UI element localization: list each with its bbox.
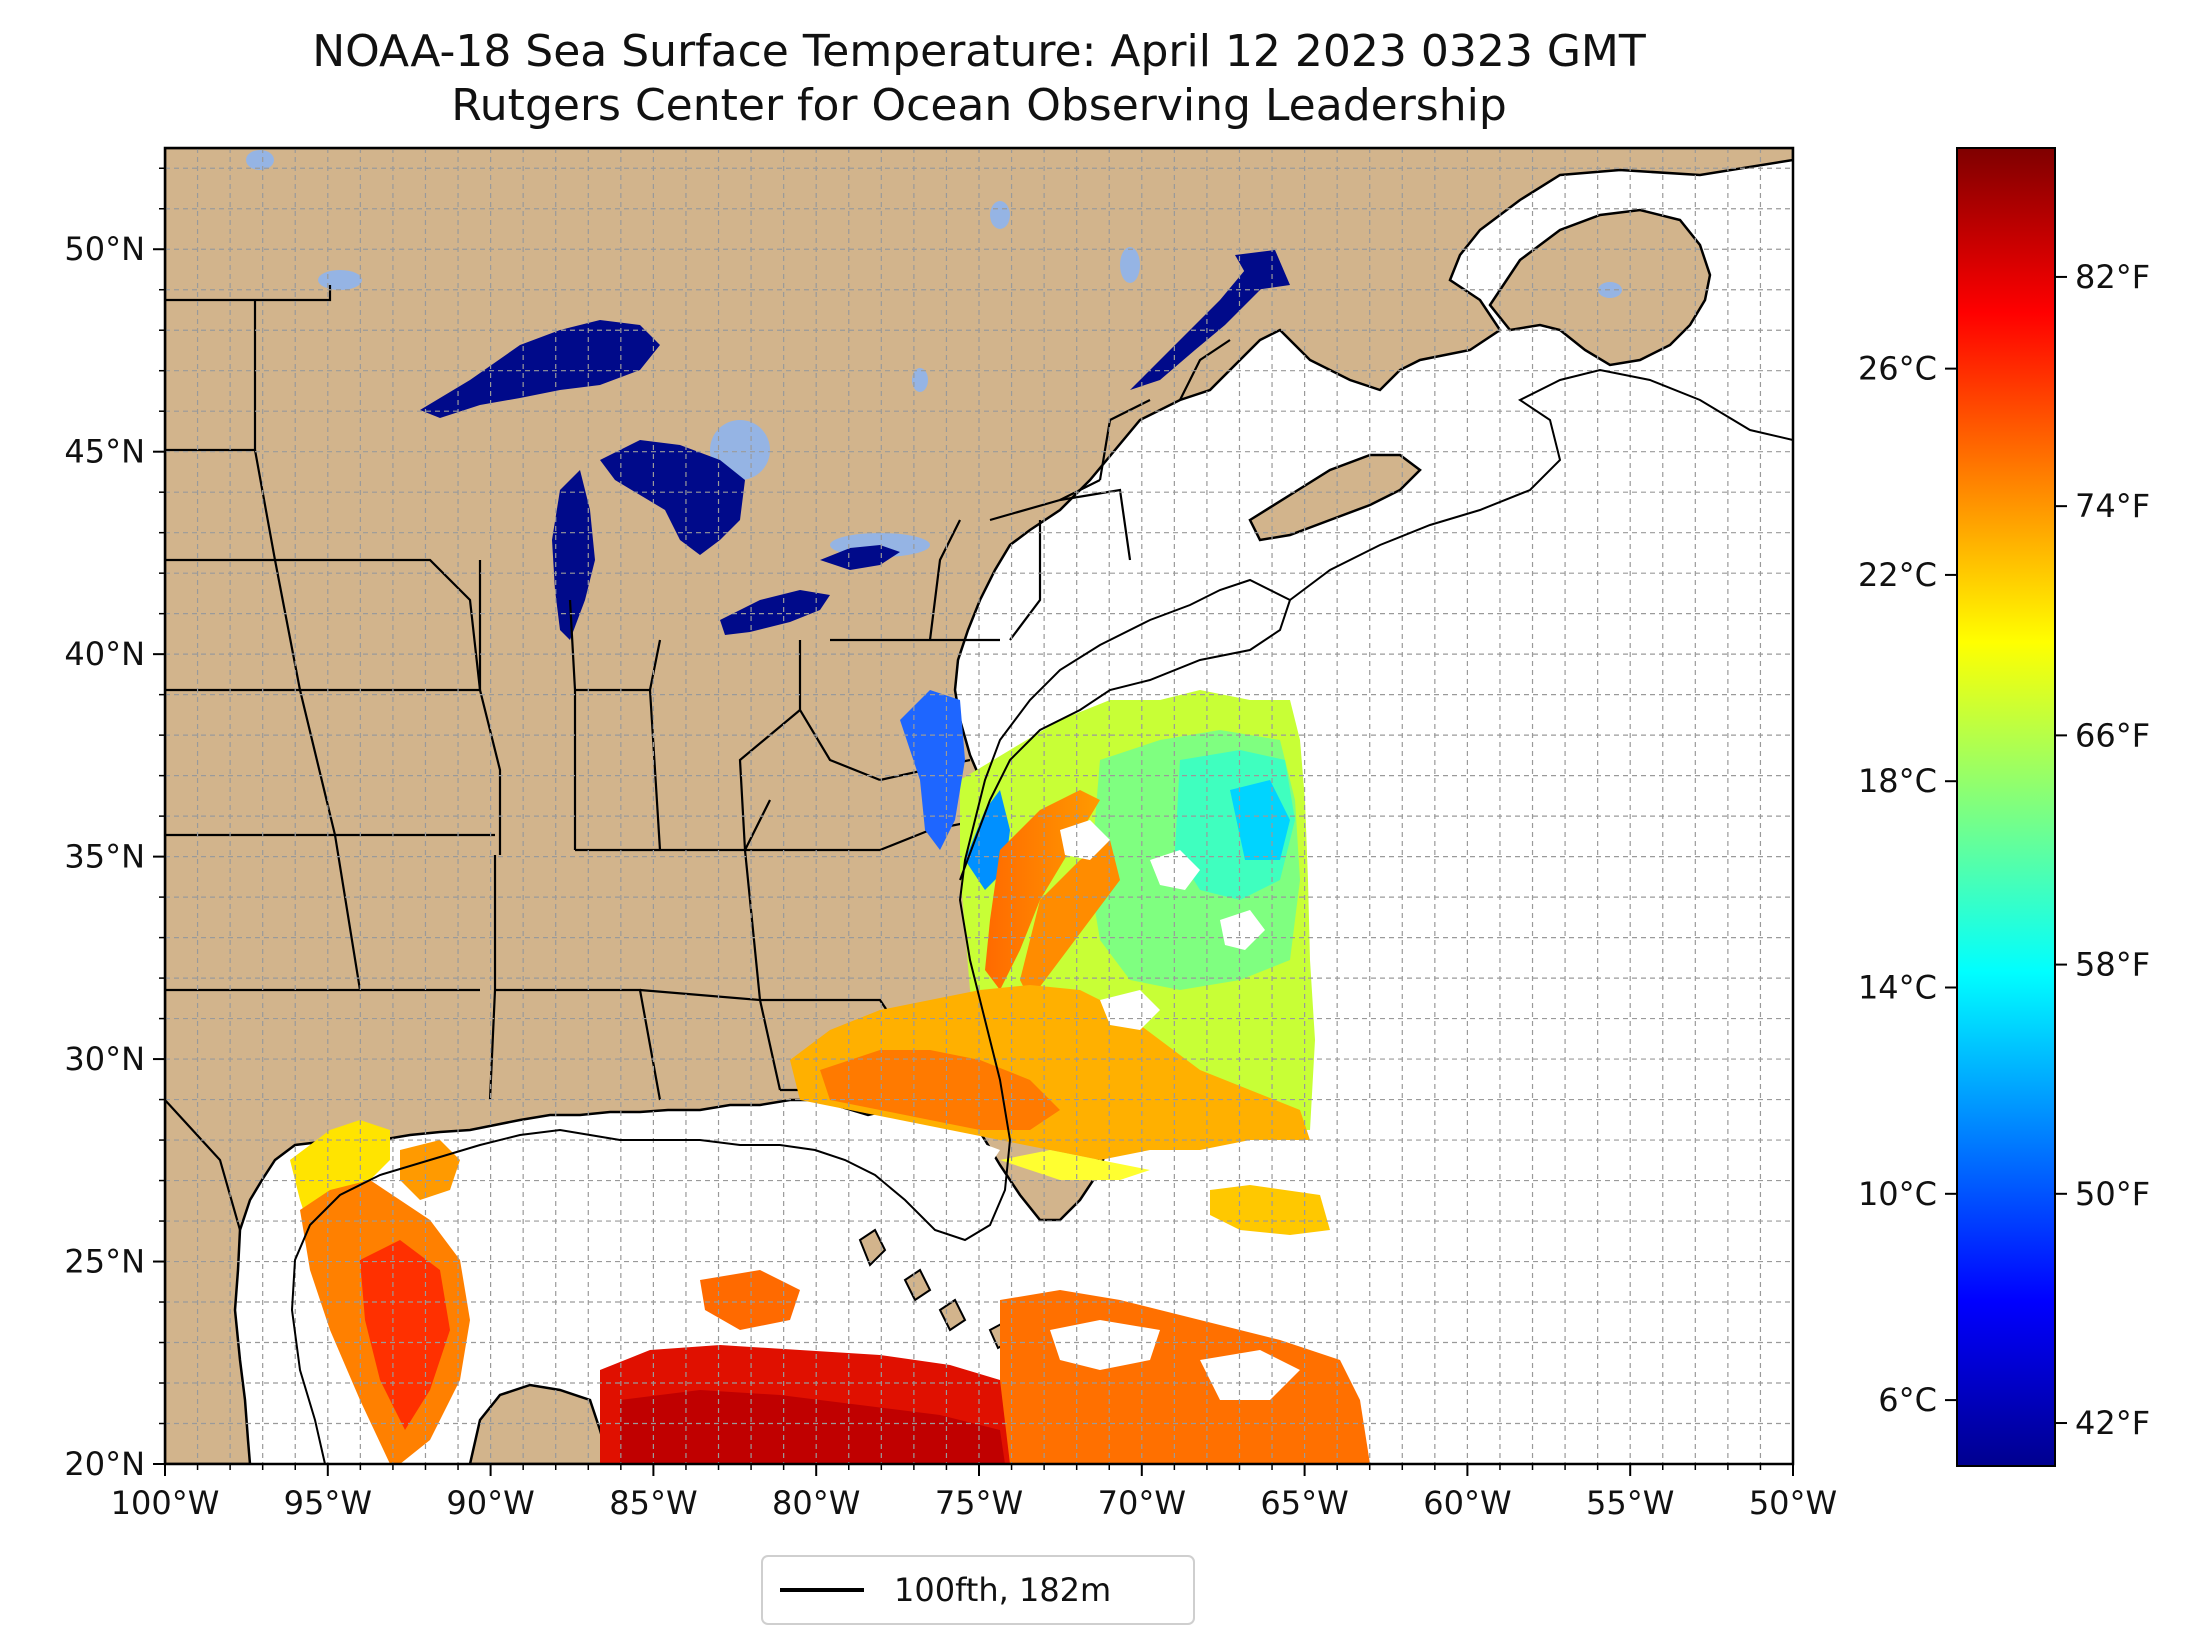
lon-tick-label: 60°W (1423, 1484, 1511, 1522)
lon-tick-label: 70°W (1098, 1484, 1186, 1522)
colorbar-gradient (1956, 147, 2056, 1467)
lat-axis: 20°N 25°N 30°N 35°N 40°N 45°N 50°N (64, 167, 165, 1483)
lon-axis: 100°W 95°W 90°W 85°W 80°W 75°W 70°W 65°W 60°W 55°… (111, 1464, 1837, 1522)
sst-swath-south (600, 1185, 1370, 1464)
bahamas-islands (858, 1228, 1014, 1350)
lat-tick-label: 45°N (64, 433, 145, 471)
colorbar: 26°C 22°C 18°C 14°C 10°C 6°C 82°F 74°F 66°F 58°F… (1858, 147, 2150, 1467)
colorbar-fahrenheit-label: 42°F (2075, 1404, 2150, 1442)
map-panel (165, 148, 1793, 1464)
lake-nipigon (1235, 250, 1290, 290)
lake-ontario (820, 545, 900, 570)
lat-tick-label: 30°N (64, 1040, 145, 1078)
lon-tick-label: 75°W (935, 1484, 1023, 1522)
coastal-cold-water (900, 690, 965, 850)
legend-box (761, 1555, 1195, 1625)
great-lakes (420, 250, 1290, 640)
lake-erie (720, 590, 830, 635)
colorbar-fahrenheit-label: 74°F (2075, 487, 2150, 525)
lat-tick-label: 40°N (64, 635, 145, 673)
colorbar-fahrenheit-label: 66°F (2075, 716, 2150, 754)
isobath-100fth (290, 578, 1292, 1464)
lon-tick-label: 85°W (609, 1484, 697, 1522)
lon-tick-label: 65°W (1260, 1484, 1348, 1522)
colorbar-fahrenheit-label: 58°F (2075, 946, 2150, 984)
lat-tick-label: 35°N (64, 838, 145, 876)
title-line-1: NOAA-18 Sea Surface Temperature: April 1… (312, 26, 1646, 77)
map-gridlines (165, 148, 1793, 1464)
colorbar-celsius-label: 26°C (1858, 350, 1937, 388)
title-line-2: Rutgers Center for Ocean Observing Leade… (451, 80, 1507, 131)
colorbar-celsius-ticks: 26°C 22°C 18°C 14°C 10°C 6°C (1858, 350, 1957, 1419)
sst-swath-atlantic (790, 690, 1315, 1190)
colorbar-fahrenheit-label: 50°F (2075, 1175, 2150, 1213)
lake-superior (420, 320, 660, 418)
lon-tick-label: 80°W (772, 1484, 860, 1522)
st-lawrence-estuary (1130, 255, 1270, 390)
lat-tick-label: 25°N (64, 1243, 145, 1281)
lon-tick-label: 95°W (284, 1484, 372, 1522)
lon-tick-label: 100°W (111, 1484, 220, 1522)
lat-tick-label: 20°N (64, 1445, 145, 1483)
colorbar-fahrenheit-label: 82°F (2075, 258, 2150, 296)
legend-entry-label: 100fth, 182m (894, 1571, 1111, 1609)
lon-tick-label: 55°W (1586, 1484, 1674, 1522)
colorbar-celsius-label: 18°C (1858, 762, 1937, 800)
lon-tick-label: 50°W (1749, 1484, 1837, 1522)
lat-tick-label: 50°N (64, 230, 145, 268)
colorbar-fahrenheit-ticks: 82°F 74°F 66°F 58°F 50°F 42°F (2055, 258, 2150, 1442)
colorbar-celsius-label: 6°C (1878, 1381, 1937, 1419)
colorbar-celsius-label: 22°C (1858, 556, 1937, 594)
lake-michigan (552, 470, 595, 640)
colorbar-celsius-label: 10°C (1858, 1175, 1937, 1213)
lake-huron (600, 440, 745, 555)
colorbar-celsius-label: 14°C (1858, 969, 1937, 1007)
isobath-100fth-north (1289, 368, 1793, 601)
nova-scotia-land (1248, 453, 1422, 542)
legend: 100fth, 182m (761, 1555, 1195, 1625)
lon-tick-label: 90°W (446, 1484, 534, 1522)
